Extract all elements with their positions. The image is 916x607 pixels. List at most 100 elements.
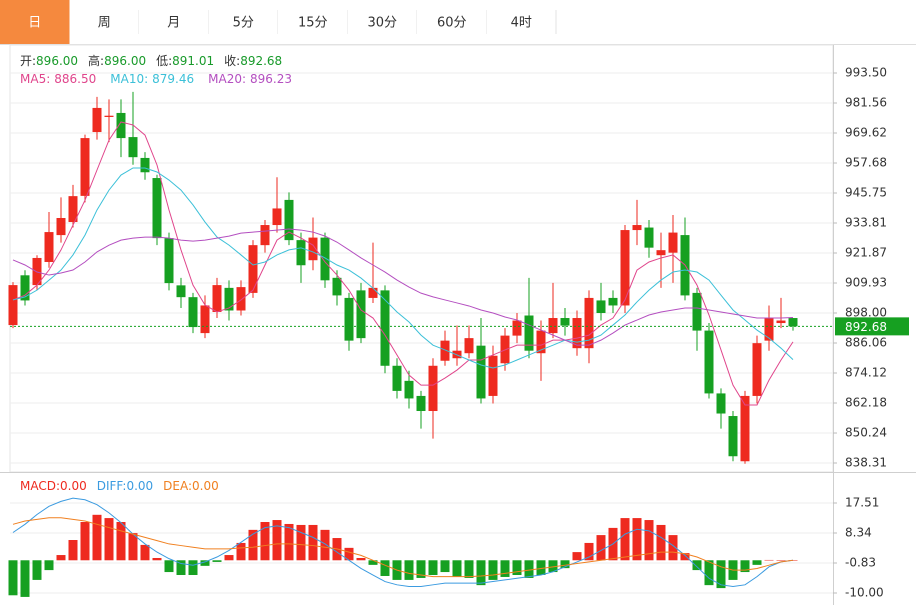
ma-line xyxy=(12,167,794,369)
ohlc-value: 891.01 xyxy=(172,54,214,68)
candle-body xyxy=(632,225,642,231)
legend-name: MA20: xyxy=(208,72,246,86)
macd-bar xyxy=(668,535,678,561)
macd-bar xyxy=(296,524,306,561)
candle-body xyxy=(560,318,570,326)
tab[interactable]: 60分 xyxy=(417,0,487,44)
candle-body xyxy=(620,230,630,306)
tab-label: 4时 xyxy=(511,16,532,31)
y-tick-label: 957.68 xyxy=(845,156,887,170)
candle-body xyxy=(8,285,18,326)
ohlc-value: 896.00 xyxy=(104,54,146,68)
y-tick-label: 981.56 xyxy=(845,96,887,110)
candle-body xyxy=(176,285,186,298)
candle-body xyxy=(764,318,774,341)
macd-bar xyxy=(656,524,666,561)
y-tick-label: 909.93 xyxy=(845,276,887,290)
tab-bg xyxy=(139,0,209,44)
legend-name: MA10: xyxy=(110,72,148,86)
y-tick-label: 838.31 xyxy=(845,456,887,470)
ohlc-label: 收: xyxy=(224,54,240,68)
macd-bar xyxy=(476,560,486,586)
candle-body xyxy=(80,138,90,196)
macd-bar xyxy=(164,560,174,573)
candle-body xyxy=(572,318,582,349)
candle-body xyxy=(308,237,318,261)
legend-name: DEA: xyxy=(163,479,192,493)
macd-bar xyxy=(248,529,258,561)
candle-body xyxy=(224,287,234,311)
tab[interactable]: 15分 xyxy=(278,0,348,44)
legend-value: 0.00 xyxy=(60,479,87,493)
macd-bar xyxy=(200,560,210,566)
tab[interactable]: 日 xyxy=(0,0,70,44)
tab[interactable]: 30分 xyxy=(347,0,418,44)
candle-body xyxy=(164,238,174,284)
tab-label: 30分 xyxy=(367,16,397,31)
y-tick-label: 862.18 xyxy=(845,396,887,410)
macd-legend: MACD:0.00 DIFF:0.00 DEA:0.00 xyxy=(20,479,219,493)
macd-bar xyxy=(584,542,594,561)
candle-body xyxy=(284,199,294,241)
candle-body xyxy=(752,343,762,396)
macd-bar xyxy=(536,560,546,576)
candle-body xyxy=(236,287,246,311)
y-tick-label: 8.34 xyxy=(845,525,872,539)
candle-body xyxy=(428,365,438,412)
ma-legend: MA5: 886.50 MA10: 879.46 MA20: 896.23 xyxy=(20,72,292,86)
candle-body xyxy=(368,287,378,298)
macd-bar xyxy=(548,560,558,573)
candle-body xyxy=(476,345,486,399)
candle-body xyxy=(92,107,102,133)
macd-bar xyxy=(560,560,570,569)
tab[interactable]: 周 xyxy=(69,0,140,44)
last-price-box xyxy=(835,317,909,336)
macd-bar xyxy=(692,560,702,571)
candle-body xyxy=(104,115,114,117)
y-tick-label: 874.12 xyxy=(845,366,887,380)
macd-bar xyxy=(716,560,726,589)
candle-body xyxy=(788,318,798,327)
macd-bar xyxy=(524,560,534,578)
macd-bar xyxy=(356,557,366,561)
macd-bar xyxy=(464,560,474,578)
legend-name: MA5: xyxy=(20,72,50,86)
macd-bar xyxy=(104,518,114,561)
candle-body xyxy=(380,290,390,366)
tab-label: 60分 xyxy=(437,16,467,31)
tab-label: 周 xyxy=(98,16,111,31)
macd-bar xyxy=(500,560,510,577)
candle-body xyxy=(704,330,714,394)
candle-body xyxy=(608,297,618,306)
tab[interactable]: 4时 xyxy=(486,0,557,44)
tab[interactable]: 5分 xyxy=(208,0,279,44)
macd-bar xyxy=(140,544,150,561)
macd-bar xyxy=(596,535,606,561)
macd-bar xyxy=(572,552,582,561)
macd-bar xyxy=(152,557,162,561)
candle-body xyxy=(548,318,558,334)
candle-body xyxy=(248,245,258,293)
macd-bar xyxy=(80,522,90,561)
candle-body xyxy=(668,232,678,253)
ohlc-label: 低: xyxy=(156,54,172,68)
candle-body xyxy=(404,380,414,399)
candle-body xyxy=(740,395,750,462)
tab[interactable]: 月 xyxy=(139,0,209,44)
candle-body xyxy=(716,393,726,414)
tab-bg xyxy=(417,0,487,44)
macd-bar xyxy=(284,523,294,561)
legend-name: DIFF: xyxy=(97,479,127,493)
macd-bar xyxy=(704,560,714,586)
tab-bg xyxy=(278,0,348,44)
y-tick-label: 17.51 xyxy=(845,496,879,510)
candle-body xyxy=(44,232,54,262)
macd-bar xyxy=(512,560,522,576)
macd-bar xyxy=(212,560,222,562)
macd-bar xyxy=(416,560,426,578)
candle-body xyxy=(692,292,702,331)
ohlc-value: 896.00 xyxy=(36,54,78,68)
ohlc-header: 开:896.00 高:896.00 低:891.01 收:892.68 xyxy=(20,53,282,68)
macd-bar xyxy=(488,560,498,580)
